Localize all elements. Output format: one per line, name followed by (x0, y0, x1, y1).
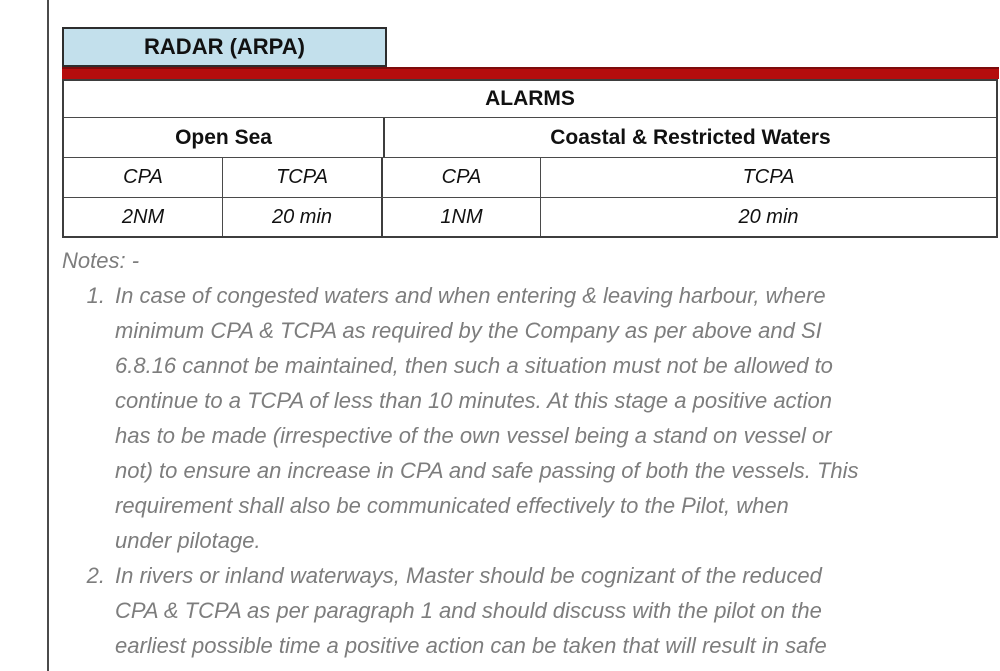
table-values-row: 2NM 20 min 1NM 20 min (64, 198, 996, 236)
table-subheader-row: CPA TCPA CPA TCPA (64, 158, 996, 198)
note-item-2-body: In rivers or inland waterways, Master sh… (115, 558, 827, 663)
notes-section: Notes: - 1. In case of congested waters … (62, 243, 998, 663)
note-line: has to be made (irrespective of the own … (115, 423, 832, 448)
subheader-coastal-cpa: CPA (383, 158, 541, 197)
subheader-open-sea-tcpa: TCPA (223, 158, 383, 197)
value-open-sea-tcpa: 20 min (223, 198, 383, 236)
note-line: CPA & TCPA as per paragraph 1 and should… (115, 598, 822, 623)
note-item-2: 2. In rivers or inland waterways, Master… (62, 558, 998, 663)
note-line: under pilotage. (115, 528, 261, 553)
page-left-border-line (47, 0, 49, 671)
note-line: not) to ensure an increase in CPA and sa… (115, 458, 859, 483)
table-title: ALARMS (485, 87, 575, 110)
subheader-coastal-tcpa: TCPA (742, 166, 795, 188)
alarms-table: ALARMS Open Sea Coastal & Restricted Wat… (62, 79, 998, 238)
note-item-1-number: 1. (86, 283, 105, 308)
value-coastal-cpa: 1NM (383, 198, 541, 236)
note-line: continue to a TCPA of less than 10 minut… (115, 388, 833, 413)
value-open-sea-cpa: 2NM (64, 198, 223, 236)
note-item-2-number: 2. (86, 563, 105, 588)
subheader-open-sea-cpa: CPA (64, 158, 223, 197)
section-tab-radar-arpa: RADAR (ARPA) (62, 27, 387, 67)
table-group-header-row: Open Sea Coastal & Restricted Waters (64, 118, 996, 158)
value-coastal-tcpa: 20 min (738, 205, 799, 228)
note-line: earliest possible time a positive action… (115, 633, 827, 658)
note-item-1: 1. In case of congested waters and when … (62, 278, 998, 558)
red-divider-bar (62, 67, 999, 79)
notes-heading: Notes: - (62, 248, 140, 273)
note-line: requirement shall also be communicated e… (115, 493, 789, 518)
table-title-row: ALARMS (64, 81, 996, 118)
note-line: 6.8.16 cannot be maintained, then such a… (115, 353, 833, 378)
note-item-1-body: In case of congested waters and when ent… (115, 278, 859, 558)
note-line: In rivers or inland waterways, Master sh… (115, 563, 822, 588)
column-group-coastal-restricted-waters: Coastal & Restricted Waters (550, 125, 831, 149)
note-line: In case of congested waters and when ent… (115, 283, 826, 308)
column-group-open-sea: Open Sea (64, 118, 385, 157)
note-line: minimum CPA & TCPA as required by the Co… (115, 318, 822, 343)
